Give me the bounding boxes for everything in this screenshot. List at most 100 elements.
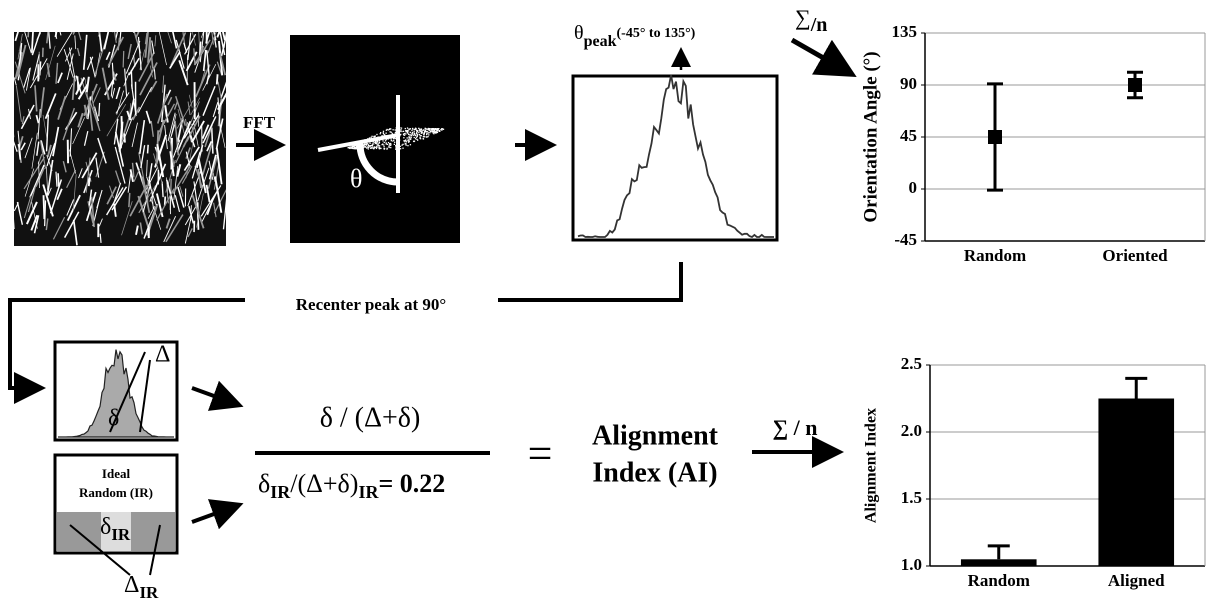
fiber	[31, 32, 34, 53]
fiber	[193, 48, 196, 66]
fft-dot	[435, 132, 437, 134]
fft-dot	[383, 146, 385, 148]
fft-dot	[366, 147, 368, 149]
fiber	[96, 189, 103, 209]
histogram-curve	[577, 74, 774, 239]
peak-sub: peak	[584, 33, 617, 50]
fiber	[167, 112, 176, 142]
fiber	[207, 32, 217, 54]
fft-dot	[418, 127, 420, 130]
fft-dot	[406, 129, 408, 132]
fiber	[121, 201, 133, 236]
fiber	[196, 202, 200, 230]
fiber	[47, 187, 52, 196]
fft-dot	[426, 128, 428, 131]
fft-dot	[369, 145, 371, 148]
fft-dot	[429, 132, 431, 134]
fiber	[23, 195, 32, 219]
fiber	[85, 157, 91, 193]
fiber	[66, 199, 75, 216]
fft-dot	[386, 147, 388, 149]
arrow	[191, 380, 244, 411]
fiber	[122, 50, 125, 68]
fiber	[103, 32, 110, 50]
sub: IR	[111, 525, 131, 544]
fiber	[190, 97, 201, 115]
fft-dot	[405, 141, 408, 143]
fiber	[208, 154, 217, 180]
x-tick-label: Random	[968, 571, 1030, 590]
fft-dot	[404, 141, 406, 143]
fiber	[106, 186, 117, 205]
fiber	[205, 184, 211, 203]
fft-dot	[390, 144, 392, 147]
delta-small: δ	[108, 406, 119, 432]
delta-big: Δ	[155, 342, 170, 368]
equals: =	[528, 429, 553, 478]
fiber	[207, 156, 218, 189]
fft-dot	[416, 138, 418, 141]
fiber	[24, 137, 33, 159]
fft-dot	[428, 128, 430, 131]
sum-top: ∑/n	[795, 5, 827, 36]
fiber	[110, 79, 114, 97]
fft-dot	[419, 137, 421, 139]
fiber	[147, 206, 156, 219]
fft-dot	[438, 130, 441, 132]
fiber	[116, 90, 124, 115]
fft-dot	[394, 137, 396, 140]
fiber	[36, 141, 40, 156]
fiber	[72, 117, 85, 145]
fft-dot	[409, 133, 411, 136]
fft-dot	[372, 147, 374, 149]
fft-dot	[349, 147, 351, 149]
fft-dot	[392, 129, 394, 131]
fiber	[33, 215, 40, 234]
fiber	[49, 179, 63, 214]
fft-dot	[395, 146, 397, 148]
fiber	[183, 42, 188, 53]
fiber	[46, 155, 53, 172]
fft-dot	[419, 130, 421, 132]
fiber	[35, 167, 45, 188]
fiber	[113, 203, 117, 217]
fft-dot	[369, 145, 372, 147]
fiber	[48, 32, 51, 49]
fft-dot	[399, 145, 401, 148]
fiber	[169, 136, 175, 167]
recenter-label: Recenter peak at 90°	[296, 295, 446, 314]
pointer	[149, 524, 161, 576]
fft-dot	[365, 143, 367, 146]
fiber	[52, 126, 60, 157]
recentered-histogram	[58, 349, 174, 438]
fiber	[37, 108, 41, 140]
fiber	[135, 225, 139, 236]
fft-dot	[389, 131, 391, 133]
fft-dot	[433, 131, 435, 133]
y-tick-label: 0	[909, 178, 918, 197]
fiber	[17, 130, 22, 163]
fiber	[220, 33, 226, 57]
fiber	[44, 200, 47, 227]
fiber	[34, 85, 38, 112]
fiber	[185, 147, 191, 159]
fiber	[98, 102, 101, 117]
fft-dot	[440, 128, 442, 131]
y-tick-label: 2.5	[901, 354, 922, 373]
fiber	[72, 32, 76, 35]
fiber	[111, 62, 115, 85]
fiber	[17, 143, 21, 160]
fft-dot	[363, 146, 365, 148]
fft-dot	[352, 147, 355, 150]
fft-dot	[429, 128, 431, 130]
fft-dot	[387, 138, 389, 140]
fft-dot	[390, 146, 392, 149]
delta-ir: δIR	[100, 514, 131, 544]
fft-dot	[416, 130, 419, 132]
fft-dot	[442, 128, 445, 130]
fiber	[188, 94, 193, 108]
fiber	[194, 165, 204, 189]
fiber	[216, 32, 221, 38]
fiber	[88, 98, 101, 132]
fft-dot	[381, 135, 383, 137]
